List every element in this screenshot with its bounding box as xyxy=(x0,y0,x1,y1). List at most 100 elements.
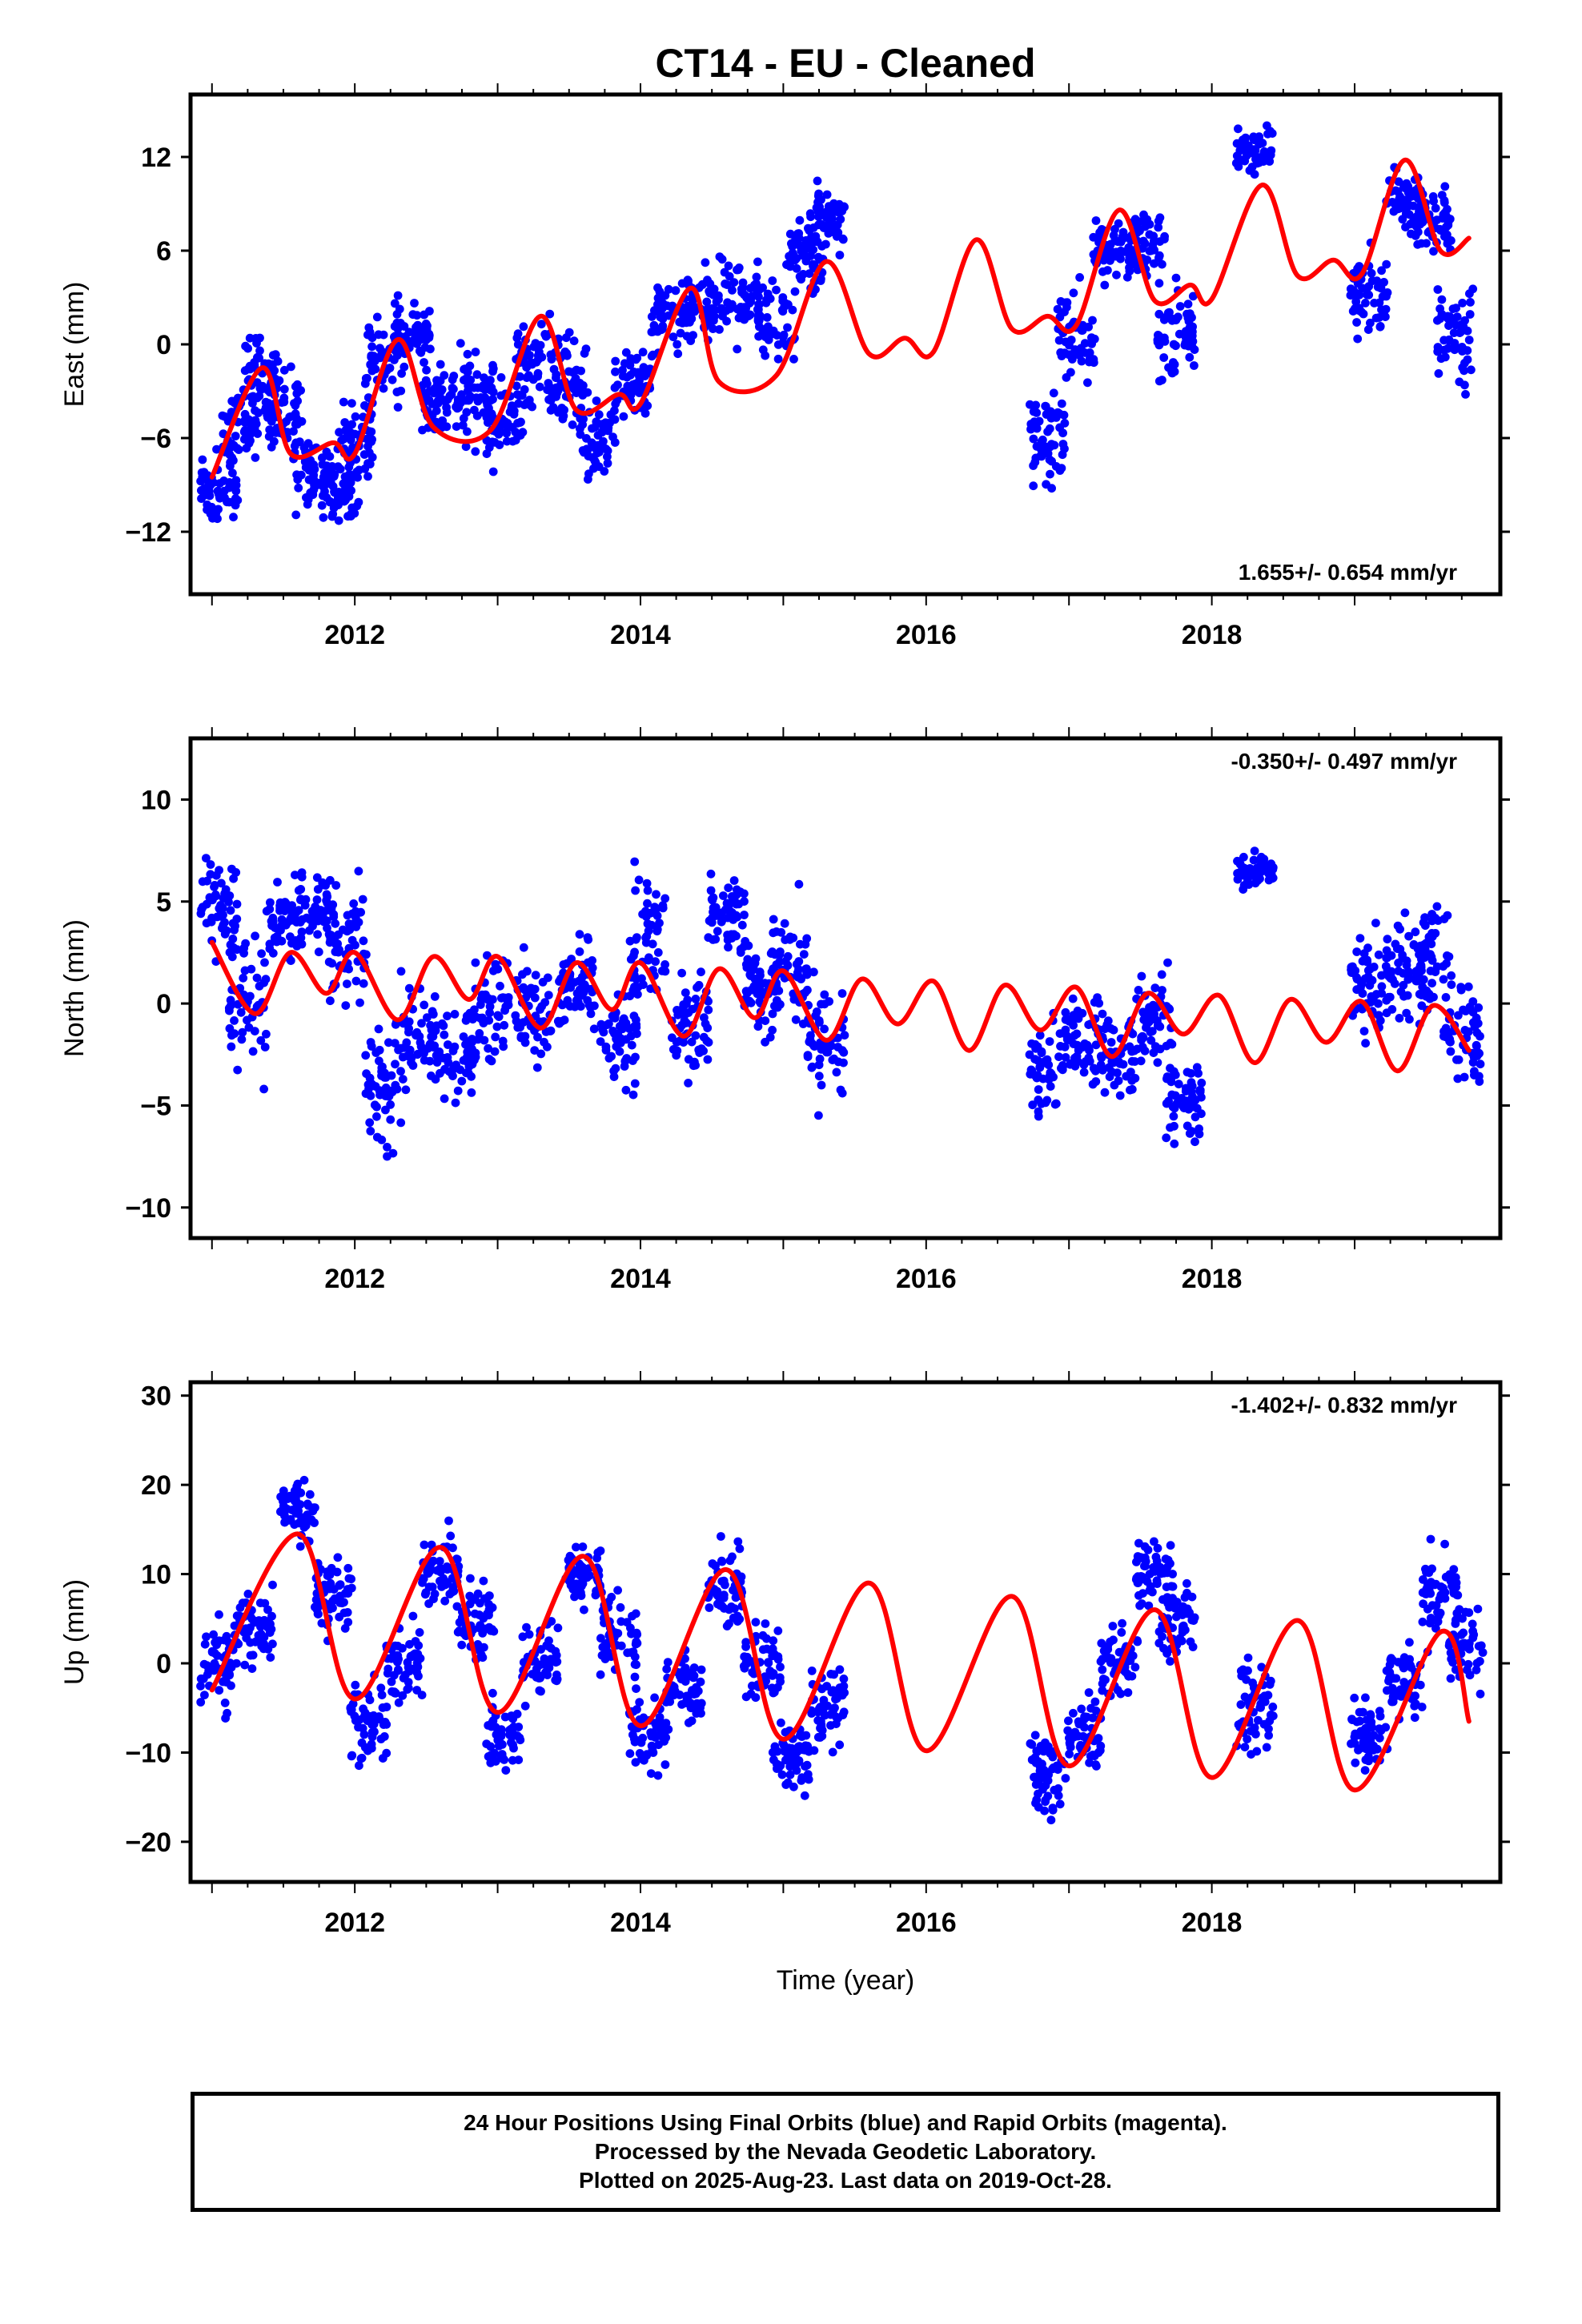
observation-point xyxy=(1443,911,1452,920)
observation-point xyxy=(689,331,697,340)
observation-point xyxy=(626,955,636,964)
observation-point xyxy=(562,348,571,358)
y-tick-label: 6 xyxy=(156,236,171,267)
observation-point xyxy=(297,416,307,426)
observation-point xyxy=(1030,417,1039,427)
observation-point xyxy=(1030,1772,1038,1782)
observation-point xyxy=(384,1038,393,1047)
observation-point xyxy=(387,1071,396,1080)
observation-point xyxy=(444,1516,453,1526)
observation-point xyxy=(377,1691,387,1700)
observation-point xyxy=(1362,1715,1371,1725)
observation-point xyxy=(1178,1602,1187,1611)
observation-point xyxy=(202,1632,211,1642)
observation-point xyxy=(196,909,206,919)
observation-point xyxy=(1150,1537,1158,1546)
observation-point xyxy=(453,1086,463,1096)
observation-point xyxy=(1112,270,1121,279)
observation-point xyxy=(1351,297,1361,306)
observation-point xyxy=(394,1698,404,1707)
observation-point xyxy=(600,467,609,476)
observation-point xyxy=(808,1062,817,1072)
y-axis-label-north: North (mm) xyxy=(59,919,90,1057)
observation-point xyxy=(1265,1680,1275,1689)
observation-point xyxy=(1444,952,1454,961)
observation-point xyxy=(797,1776,806,1785)
observation-point xyxy=(534,1674,544,1683)
observation-point xyxy=(230,925,239,935)
observation-point xyxy=(426,1020,435,1030)
observation-point xyxy=(717,1532,725,1541)
observation-point xyxy=(1473,1019,1483,1028)
observation-point xyxy=(482,1739,492,1749)
observation-point xyxy=(820,990,829,999)
observation-point xyxy=(1056,1042,1065,1051)
observation-point xyxy=(791,1754,800,1763)
observation-point xyxy=(627,1040,636,1050)
observation-point xyxy=(204,479,214,489)
observation-point xyxy=(589,1024,599,1034)
observation-point xyxy=(783,323,792,332)
observation-point xyxy=(339,1608,349,1618)
observation-point xyxy=(1403,967,1413,976)
observation-point xyxy=(1130,1046,1139,1055)
observation-point xyxy=(671,286,681,295)
observation-point xyxy=(711,903,721,912)
observation-point xyxy=(1122,272,1132,282)
observation-point xyxy=(199,468,209,477)
observation-point xyxy=(625,360,635,370)
observation-point xyxy=(693,983,701,992)
observation-point xyxy=(440,1030,449,1039)
observation-point xyxy=(1472,1051,1482,1060)
observation-point xyxy=(816,1733,825,1742)
y-tick-label: −12 xyxy=(125,517,171,548)
observation-point xyxy=(1232,139,1242,148)
observation-point xyxy=(467,1072,476,1081)
observation-point xyxy=(732,885,741,895)
observation-point xyxy=(344,462,354,472)
observation-point xyxy=(1080,1723,1089,1732)
observation-point xyxy=(1083,378,1092,388)
observation-point xyxy=(243,344,252,353)
observation-point xyxy=(1069,1020,1078,1030)
observation-point xyxy=(1098,1065,1107,1075)
observation-point xyxy=(706,309,715,319)
observation-point xyxy=(417,1019,426,1028)
observation-point xyxy=(544,379,553,388)
observation-point xyxy=(777,1770,787,1779)
observation-point xyxy=(1418,1588,1427,1598)
observation-point xyxy=(1140,1542,1150,1551)
observation-point xyxy=(1262,1743,1271,1752)
observation-point xyxy=(218,411,227,420)
observation-point xyxy=(1236,1700,1246,1709)
observation-point xyxy=(253,352,262,362)
observation-point xyxy=(832,1719,841,1729)
observation-point xyxy=(1148,241,1158,250)
observation-point xyxy=(1064,1716,1073,1726)
observation-point xyxy=(1366,318,1375,328)
observation-point xyxy=(1468,1007,1478,1017)
observation-point xyxy=(640,408,650,418)
observation-point xyxy=(754,317,764,327)
observation-point xyxy=(1138,1031,1147,1041)
observation-point xyxy=(823,1047,833,1057)
observation-point xyxy=(328,481,338,491)
observation-point xyxy=(1100,280,1110,290)
observation-point xyxy=(1460,1072,1469,1082)
observation-point xyxy=(1073,1057,1082,1066)
observation-point xyxy=(578,1542,588,1551)
observation-point xyxy=(1398,1661,1407,1671)
observation-point xyxy=(745,970,755,979)
observation-point xyxy=(488,467,498,476)
observation-point xyxy=(1091,1760,1100,1769)
model-curve-north xyxy=(209,939,1472,1074)
observation-point xyxy=(1061,1007,1070,1017)
observation-point xyxy=(553,1016,563,1026)
observation-point xyxy=(1084,1688,1094,1697)
observation-point xyxy=(1458,299,1467,308)
observation-point xyxy=(326,996,335,1006)
observation-point xyxy=(1255,874,1264,883)
observation-point xyxy=(741,959,751,969)
observation-point xyxy=(533,1032,542,1042)
observation-point xyxy=(621,1085,631,1095)
